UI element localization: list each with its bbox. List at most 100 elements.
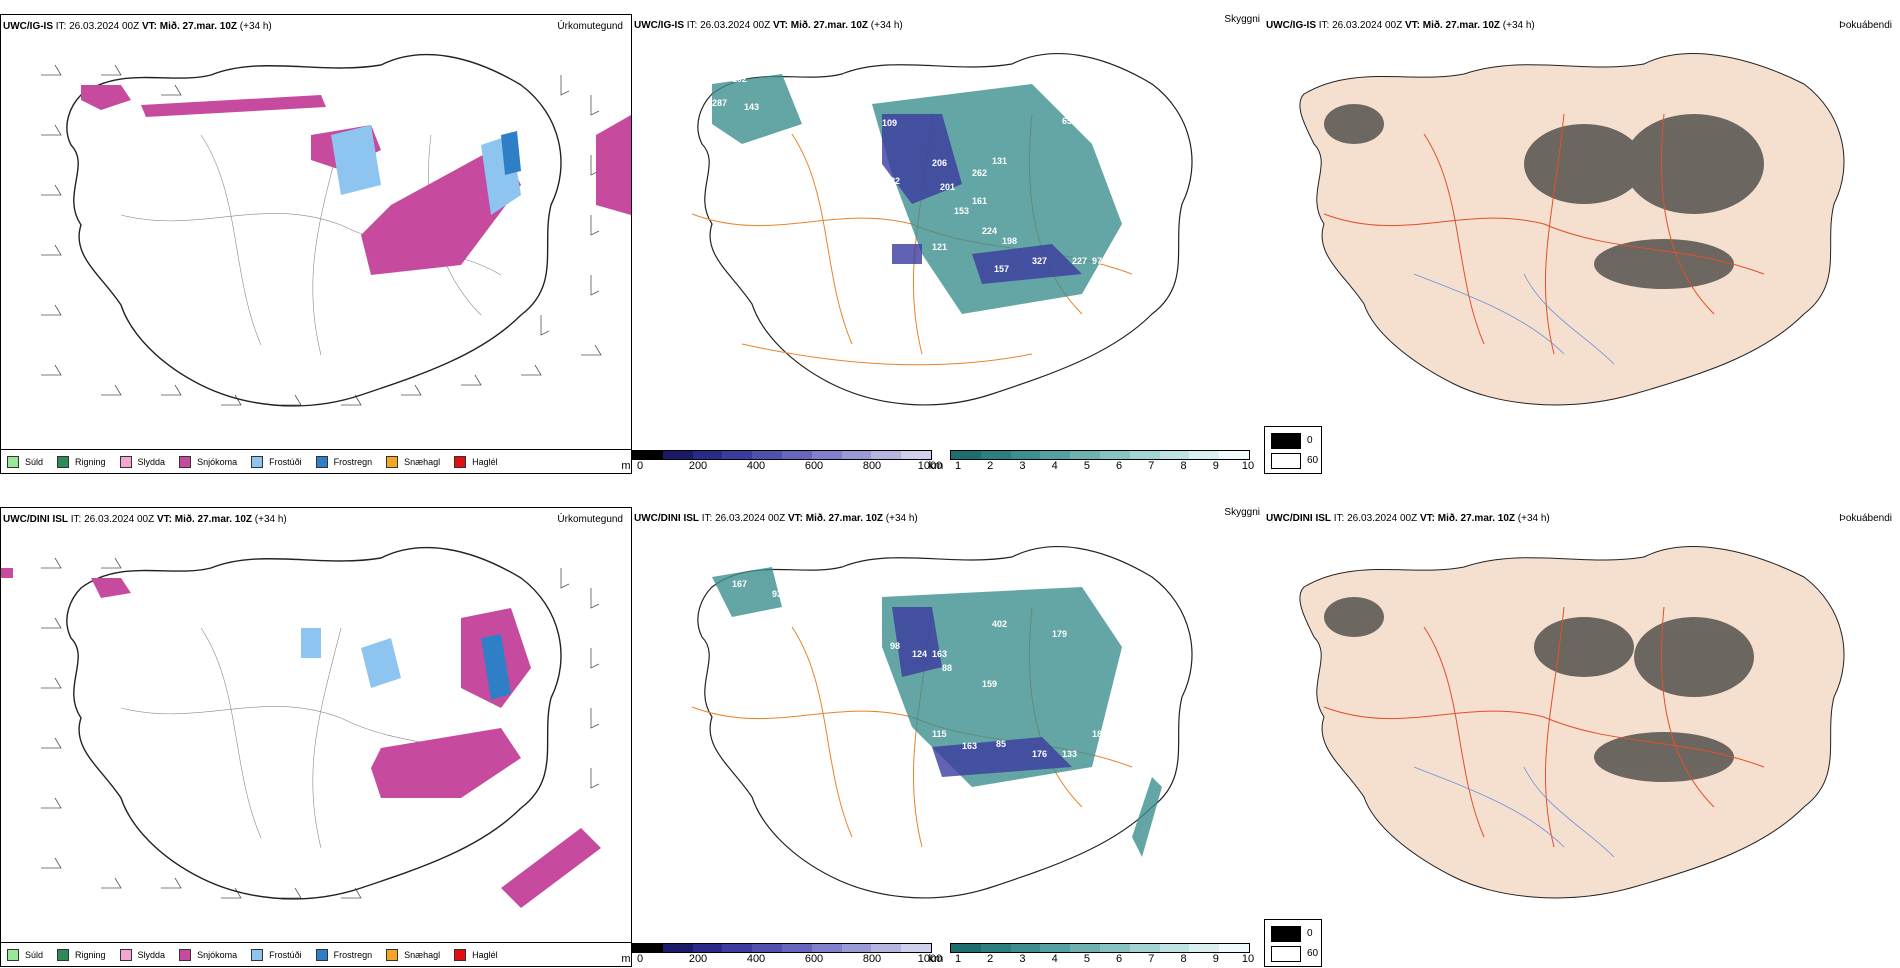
legend-swatch: [454, 455, 467, 468]
legend-swatch: [57, 455, 70, 468]
elevation-areas: [882, 114, 1082, 284]
visibility-value-label: 131: [992, 156, 1007, 166]
panel-title: Úrkomutegund: [557, 514, 623, 525]
legend-label: Haglél: [472, 949, 498, 960]
visibility-value-label: 262: [972, 168, 987, 178]
panel-title: Þokuábendi: [1839, 20, 1892, 31]
legend-item: Haglél: [454, 948, 498, 961]
scale-tick: 2: [987, 953, 994, 965]
legend-label: Haglél: [472, 456, 498, 467]
scale-tick: 200: [688, 460, 708, 472]
visibility-value-label: 436: [1112, 144, 1127, 154]
legend-item: Frostúði: [251, 455, 302, 468]
panel-header: UWC/DINI ISL IT: 26.03.2024 00Z VT: Mið.…: [634, 513, 918, 524]
legend-label: Frostúði: [269, 456, 302, 467]
scale-tick: 4: [1051, 460, 1058, 472]
legend-label: Súld: [25, 456, 44, 467]
panel-header: UWC/IG-IS IT: 26.03.2024 00Z VT: Mið. 27…: [1266, 20, 1535, 31]
visibility-value-label: 157: [994, 264, 1009, 274]
visibility-value-label: 198: [852, 116, 867, 126]
visibility-value-label: 198: [1002, 236, 1017, 246]
precip-legend: Súld Rigning Slydda Snjókoma Frostúði Frostre…: [1, 449, 631, 473]
legend-item: Rigning: [57, 948, 106, 961]
visibility-value-label: 167: [732, 579, 747, 589]
legend-swatch: [386, 455, 399, 468]
scale-tick: 1: [954, 460, 962, 472]
visibility-value-label: 163: [932, 649, 947, 659]
visibility-value-label: 187: [1102, 599, 1117, 609]
legend-swatch: [179, 948, 192, 961]
precip-map: [1, 546, 601, 908]
legend-swatch: [119, 948, 132, 961]
scale-tick: 200: [688, 953, 708, 965]
legend-swatch: [7, 455, 19, 468]
fog-map: [1299, 53, 1845, 406]
rivers: [1413, 273, 1615, 365]
scale-tick: 10: [1241, 460, 1255, 472]
snow-areas: [1, 568, 601, 908]
fog-shading: [1324, 104, 1764, 289]
legend-item: Rigning: [57, 455, 106, 468]
visibility-value-label: 133: [1062, 749, 1077, 759]
row-dini-isl: UWC/DINI ISL IT: 26.03.2024 00Z VT: Mið.…: [0, 493, 1900, 968]
legend-swatch: [251, 455, 264, 468]
fog-legend: 0 60: [1264, 919, 1322, 967]
scale-tick: 5: [1083, 953, 1090, 965]
visibility-value-label: 206: [932, 158, 947, 168]
fog-panel: UWC/DINI ISL IT: 26.03.2024 00Z VT: Mið.…: [1264, 507, 1900, 967]
visibility-value-label: 224: [982, 226, 997, 236]
panel-title: Úrkomutegund: [557, 21, 623, 32]
visibility-value-label: 201: [940, 182, 955, 192]
scale-tick: 8: [1180, 460, 1187, 472]
visibility-value-label: 88: [942, 663, 952, 673]
scale-tick: 3: [1019, 460, 1026, 472]
scale-tick: 10: [1241, 953, 1255, 965]
legend-label: Frostregn: [333, 949, 373, 960]
visibility-value-label: 121: [932, 242, 947, 252]
scale-tick: 0: [636, 460, 644, 472]
wind-barbs: [41, 557, 600, 899]
scale-tick: 0: [636, 953, 644, 965]
visibility-value-label: 82: [890, 176, 900, 186]
frostrain-areas: [481, 634, 511, 700]
precip-map: [41, 53, 631, 407]
roads: [1323, 113, 1765, 355]
frost-areas: [301, 628, 401, 688]
legend-label: Rigning: [75, 456, 106, 467]
legend-item: Frostregn: [315, 948, 373, 961]
visibility-value-label: 340: [1112, 619, 1127, 629]
scale-tick: 800: [862, 953, 882, 965]
visibility-value-label: 98: [890, 641, 900, 651]
legend-swatch: [119, 455, 132, 468]
visibility-value-label: 659: [1062, 116, 1077, 126]
visibility-labels: 123 167 93 98 124 163 88 402 179 187 263 145 159 115 1…: [712, 565, 1147, 759]
iceland-outline: [66, 53, 562, 407]
frostrain-areas: [501, 131, 521, 175]
visibility-value-label: 85: [996, 739, 1006, 749]
legend-label: Snjókoma: [197, 456, 238, 467]
visibility-value-label: 115: [932, 729, 947, 739]
visibility-value-label: 866: [1110, 162, 1125, 172]
fog-panel: UWC/IG-IS IT: 26.03.2024 00Z VT: Mið. 27…: [1264, 14, 1900, 474]
precip-type-panel: UWC/IG-IS IT: 26.03.2024 00Z VT: Mið. 27…: [0, 14, 632, 474]
panel-title: Skyggni: [1224, 507, 1260, 518]
visibility-value-label: 97: [1092, 256, 1102, 266]
scale-tick: 9: [1212, 460, 1219, 472]
legend-label: Snæhagl: [404, 456, 441, 467]
visibility-map: 123 167 93 98 124 163 88 402 179 187 263 145 159 115 1…: [691, 546, 1193, 899]
visibility-value-label: 153: [954, 206, 969, 216]
legend-item: Snæhagl: [386, 455, 441, 468]
rivers: [1413, 766, 1615, 858]
roads: [1323, 606, 1765, 848]
precip-legend: Súld Rigning Slydda Snjókoma Frostúði Frostre…: [1, 942, 631, 966]
visibility-value-label: 161: [972, 196, 987, 206]
precip-type-panel: UWC/DINI ISL IT: 26.03.2024 00Z VT: Mið.…: [0, 507, 632, 967]
scale-tick: 1000: [917, 460, 943, 472]
visibility-value-label: 143: [744, 102, 759, 112]
legend-swatch: [179, 455, 192, 468]
scale-tick: 600: [804, 953, 824, 965]
legend-label: Rigning: [75, 949, 106, 960]
visibility-value-label: 402: [992, 619, 1007, 629]
elevation-areas: [892, 607, 1072, 777]
